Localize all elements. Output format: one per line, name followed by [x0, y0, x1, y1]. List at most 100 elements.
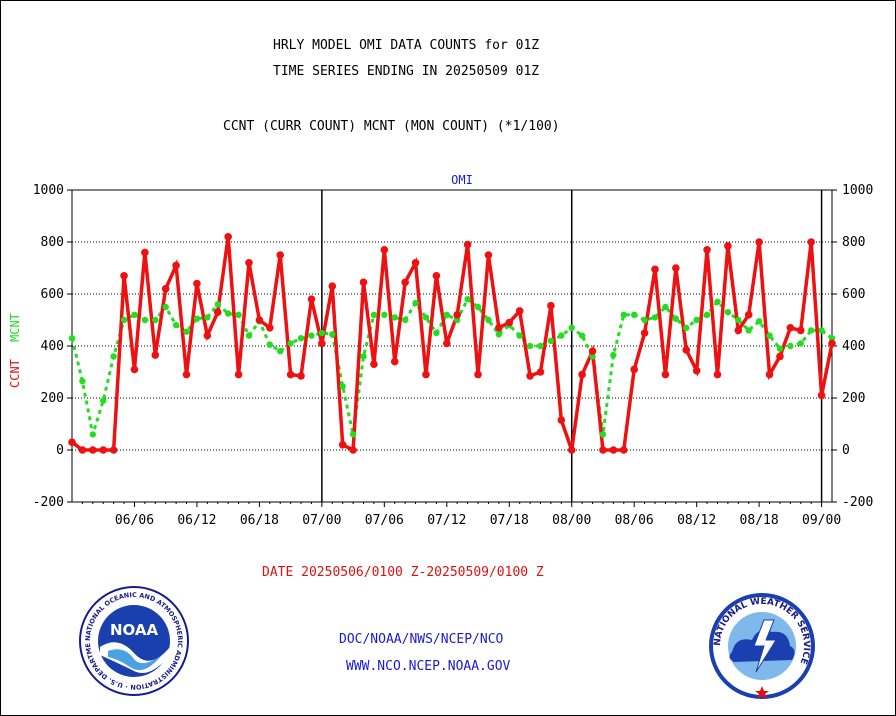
point-ccnt [99, 446, 108, 454]
point-ccnt [505, 318, 514, 327]
point-mcnt [193, 315, 201, 322]
agency-label: DOC/NOAA/NWS/NCEP/NCO [339, 632, 504, 647]
point-ccnt [703, 246, 711, 254]
date-range-label: DATE 20250506/0100 Z-20250509/0100 Z [262, 565, 544, 580]
point-ccnt [432, 272, 441, 280]
point-mcnt [308, 332, 315, 339]
point-ccnt [193, 279, 201, 288]
point-ccnt [109, 446, 118, 454]
x-tick-label: 06/12 [177, 513, 216, 528]
point-ccnt [578, 370, 586, 379]
point-ccnt [609, 446, 618, 454]
point-mcnt [204, 314, 211, 321]
point-mcnt [110, 353, 117, 360]
point-ccnt [619, 446, 628, 454]
title-line-1: HRLY MODEL OMI DATA COUNTS for 01Z [273, 38, 540, 53]
point-mcnt [277, 348, 284, 355]
point-ccnt [359, 278, 368, 287]
point-ccnt [182, 370, 191, 379]
y-tick-label-right: 0 [842, 443, 850, 458]
point-ccnt [463, 240, 472, 249]
point-mcnt [641, 316, 648, 324]
point-ccnt [161, 285, 170, 293]
y-tick-label-left: -200 [33, 495, 64, 510]
point-ccnt [672, 264, 680, 272]
point-ccnt [318, 339, 326, 348]
point-ccnt [224, 233, 232, 241]
noaa-logo: NATIONAL OCEANIC AND ATMOSPHERIC ADMINIS… [78, 585, 189, 696]
x-tick-label: 08/00 [552, 513, 591, 528]
point-ccnt [484, 251, 493, 259]
point-mcnt [224, 310, 232, 317]
point-mcnt [162, 303, 169, 311]
point-mcnt [100, 397, 107, 404]
point-ccnt [245, 259, 253, 267]
point-mcnt [495, 331, 503, 338]
point-ccnt [68, 438, 76, 447]
point-ccnt [661, 370, 670, 379]
point-ccnt [120, 272, 128, 280]
point-mcnt [797, 340, 804, 347]
y-tick-label-right: 1000 [842, 183, 873, 198]
x-tick-label: 07/18 [490, 513, 529, 528]
point-ccnt [349, 446, 357, 454]
point-mcnt [828, 335, 836, 342]
point-ccnt [599, 446, 607, 454]
point-ccnt [255, 316, 264, 324]
x-tick-label: 06/18 [240, 513, 279, 528]
y-tick-label-left: 200 [41, 391, 64, 406]
point-mcnt [214, 301, 221, 308]
point-mcnt [672, 315, 680, 322]
point-ccnt [547, 301, 555, 310]
point-ccnt [213, 308, 222, 317]
point-mcnt [662, 303, 669, 311]
point-ccnt [266, 324, 274, 332]
point-ccnt [765, 370, 774, 379]
point-ccnt [172, 261, 180, 270]
x-tick-label: 06/06 [115, 513, 154, 528]
point-mcnt [620, 311, 627, 318]
point-mcnt [651, 314, 659, 321]
point-ccnt [692, 366, 701, 375]
point-mcnt [537, 342, 544, 350]
point-ccnt [776, 352, 784, 361]
point-ccnt [713, 370, 722, 379]
point-ccnt [682, 346, 691, 354]
point-ccnt [286, 370, 295, 379]
point-mcnt [787, 342, 794, 350]
point-mcnt [318, 329, 326, 337]
point-mcnt [630, 311, 638, 318]
point-mcnt [183, 328, 190, 335]
point-ccnt [796, 326, 805, 335]
point-ccnt [411, 259, 420, 267]
point-mcnt [703, 311, 711, 318]
nws-logo: NATIONAL WEATHER SERVICE [709, 593, 815, 699]
point-mcnt [443, 311, 450, 318]
point-ccnt [630, 365, 638, 374]
point-ccnt [567, 446, 576, 454]
y-axis-label-ccnt: CCNT [8, 359, 22, 388]
point-mcnt [172, 322, 180, 329]
point-mcnt [776, 345, 784, 352]
point-ccnt [828, 339, 836, 348]
point-mcnt [245, 332, 253, 339]
point-mcnt [714, 298, 721, 305]
y-axis-label-mcnt: MCNT [8, 313, 22, 342]
chart-title: OMI [451, 173, 473, 187]
x-tick-label: 07/06 [365, 513, 404, 528]
point-ccnt [307, 295, 316, 304]
point-ccnt [151, 351, 160, 359]
point-ccnt [390, 357, 399, 366]
chart-subtitle: CCNT (CURR COUNT) MCNT (MON COUNT) (*1/1… [223, 119, 560, 134]
point-mcnt [120, 316, 128, 324]
point-ccnt [380, 246, 389, 254]
x-tick-label: 07/00 [302, 513, 341, 528]
point-ccnt [495, 324, 503, 332]
point-mcnt [589, 353, 596, 360]
x-tick-label: 09/00 [802, 513, 841, 528]
point-mcnt [745, 327, 752, 334]
point-mcnt [818, 327, 825, 334]
point-ccnt [817, 391, 826, 400]
y-tick-label-left: 400 [41, 339, 64, 354]
